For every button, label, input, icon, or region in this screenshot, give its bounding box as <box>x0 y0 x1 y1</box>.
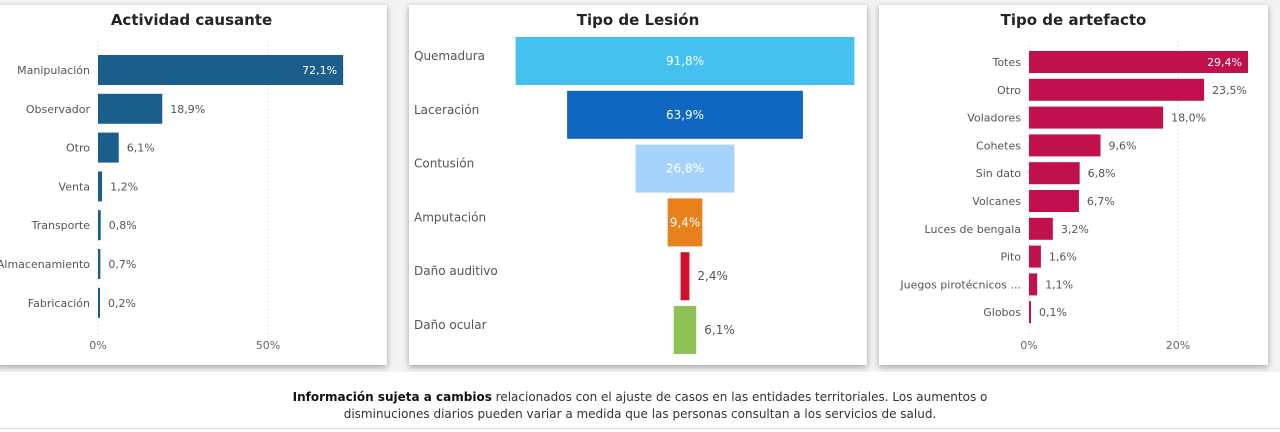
disclaimer-bold: Información sujeta a cambios <box>292 390 492 404</box>
category-label: Amputación <box>414 210 486 224</box>
x-tick-label: 50% <box>256 339 280 352</box>
data-label: 63,9% <box>666 108 704 122</box>
category-label: Totes <box>992 56 1022 69</box>
chart-actividad-causante: 0% 50% Manipulación 72,1% Observador 18,9% Otr… <box>0 5 387 365</box>
chart-title: Tipo de artefacto <box>1000 11 1147 29</box>
funnel-bar <box>635 144 735 193</box>
bar <box>1029 273 1038 296</box>
bar <box>98 171 103 202</box>
category-label: Otro <box>66 142 90 155</box>
category-label: Luces de bengala <box>925 223 1021 236</box>
data-label: 6,1% <box>704 323 735 337</box>
funnel-bar <box>515 37 855 85</box>
bar <box>98 287 100 318</box>
data-label: 6,7% <box>1087 195 1115 208</box>
disclaimer-line1: relacionados con el ajuste de casos en l… <box>491 390 988 404</box>
data-label: 9,4% <box>670 215 701 229</box>
data-label: 1,1% <box>1045 278 1073 291</box>
chart-title: Tipo de Lesión <box>576 11 700 29</box>
chart-svg: 0% 50% Manipulación 72,1% Observador 18,9% Otr… <box>0 41 344 352</box>
bar <box>1029 301 1031 324</box>
bar <box>98 132 119 163</box>
bar <box>1029 106 1164 129</box>
bar <box>98 210 101 241</box>
x-tick-label: 0% <box>1020 339 1037 352</box>
chart-tipo-de-artefacto: 0% 20% Totes 29,4% Otro 23,5% Voladores 18,0% Co… <box>879 5 1268 365</box>
data-label: 18,9% <box>170 103 205 116</box>
x-tick-label: 20% <box>1166 339 1190 352</box>
bar <box>1029 162 1080 185</box>
data-label: 26,8% <box>666 162 704 176</box>
data-label: 1,2% <box>110 180 138 193</box>
bar <box>98 55 344 85</box>
divider <box>0 428 1280 429</box>
category-label: Daño auditivo <box>414 264 498 278</box>
category-label: Fabricación <box>28 297 90 310</box>
data-label: 1,6% <box>1049 251 1077 264</box>
category-label: Manipulación <box>17 64 90 77</box>
bar <box>1029 78 1205 101</box>
bar <box>1029 51 1249 73</box>
bar <box>1029 190 1079 212</box>
category-label: Observador <box>26 103 91 116</box>
category-label: Globos <box>983 306 1021 319</box>
category-label: Almacenamiento <box>0 258 90 271</box>
data-label: 0,7% <box>108 258 136 271</box>
bar <box>1029 245 1041 268</box>
data-label: 9,6% <box>1109 139 1137 152</box>
category-label: Transporte <box>31 219 91 232</box>
funnel-bar <box>673 306 697 354</box>
data-label: 23,5% <box>1212 84 1247 97</box>
x-tick-label: 0% <box>89 339 106 352</box>
data-label: 2,4% <box>697 269 728 283</box>
data-label: 18,0% <box>1171 112 1206 125</box>
category-label: Volcanes <box>972 195 1021 208</box>
data-label: 91,8% <box>666 54 704 68</box>
data-label: 6,8% <box>1088 167 1116 180</box>
category-label: Juegos pirotécnicos ... <box>899 278 1021 291</box>
funnel-bar <box>567 90 803 139</box>
disclaimer-line2: disminuciones diarios pueden variar a me… <box>343 407 937 421</box>
bar <box>98 249 101 279</box>
page-bottom-area <box>0 372 1280 432</box>
category-label: Voladores <box>967 112 1021 125</box>
category-label: Sin dato <box>976 167 1022 180</box>
category-label: Quemadura <box>414 49 485 63</box>
chart-title: Actividad causante <box>110 11 273 29</box>
funnel-bar <box>667 198 703 247</box>
category-label: Laceración <box>414 103 479 117</box>
data-label: 0,2% <box>108 297 136 310</box>
chart-svg: 0% 20% Totes 29,4% Otro 23,5% Voladores 18,0% Co… <box>899 41 1249 352</box>
funnel-bar <box>680 252 690 301</box>
data-label: 3,2% <box>1061 223 1089 236</box>
data-label: 29,4% <box>1207 56 1242 69</box>
data-label: 0,8% <box>109 219 137 232</box>
category-label: Venta <box>59 180 90 193</box>
data-label: 72,1% <box>302 64 337 77</box>
chart-svg: Quemadura 91,8% Laceración 63,9% Contusión 26… <box>414 37 855 354</box>
bar <box>1029 134 1101 157</box>
bar <box>98 93 163 124</box>
category-label: Otro <box>997 84 1021 97</box>
category-label: Cohetes <box>976 139 1021 152</box>
data-label: 6,1% <box>127 142 155 155</box>
category-label: Daño ocular <box>414 318 487 332</box>
category-label: Pito <box>1001 251 1022 264</box>
data-label: 0,1% <box>1039 306 1067 319</box>
disclaimer: Información sujeta a cambios relacionado… <box>0 389 1280 423</box>
bar <box>1029 217 1053 240</box>
chart-tipo-de-lesion: Quemadura 91,8% Laceración 63,9% Contusión 26… <box>409 5 867 365</box>
category-label: Contusión <box>414 157 474 171</box>
